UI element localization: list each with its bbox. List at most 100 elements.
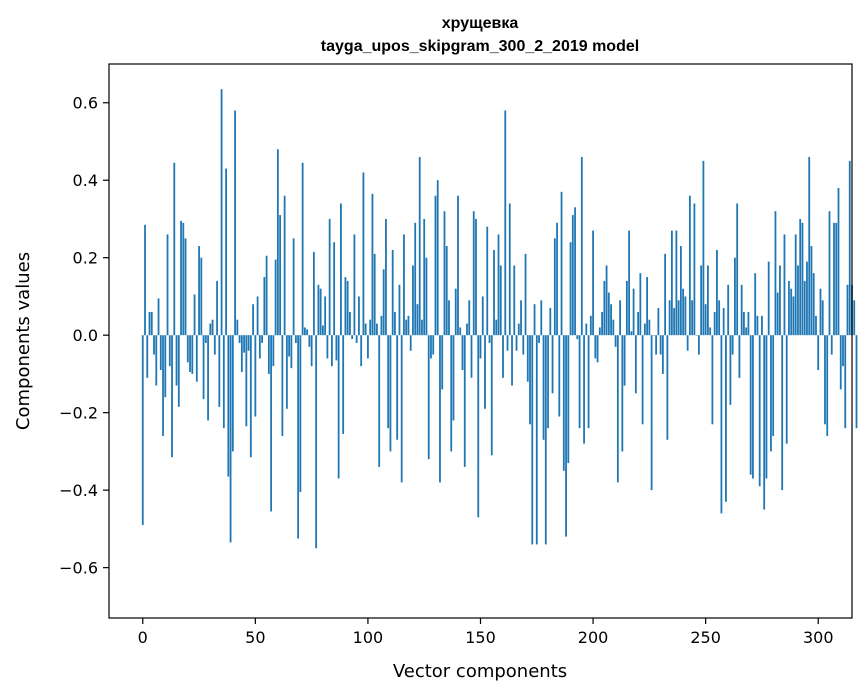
bar bbox=[628, 230, 630, 336]
bar bbox=[806, 261, 808, 336]
y-tick-label: 0.4 bbox=[73, 171, 98, 190]
bar bbox=[643, 323, 646, 336]
bar bbox=[736, 203, 739, 336]
bar bbox=[580, 156, 583, 336]
bar bbox=[367, 335, 369, 359]
bar bbox=[603, 280, 606, 336]
bar bbox=[788, 280, 790, 336]
bar bbox=[571, 215, 574, 336]
bar bbox=[335, 335, 338, 361]
bar bbox=[234, 110, 236, 336]
bar bbox=[301, 162, 304, 336]
bar bbox=[159, 335, 162, 371]
bar bbox=[439, 335, 441, 483]
bar bbox=[596, 335, 599, 363]
bar bbox=[189, 335, 191, 372]
bar bbox=[713, 311, 716, 336]
bar bbox=[326, 335, 329, 359]
bar bbox=[776, 292, 779, 336]
bar bbox=[612, 319, 615, 336]
bar bbox=[781, 335, 784, 491]
bar bbox=[513, 265, 516, 336]
bar bbox=[709, 327, 712, 336]
bar bbox=[141, 335, 144, 526]
bar bbox=[321, 325, 324, 336]
bar bbox=[702, 160, 705, 336]
x-tick-label: 150 bbox=[465, 628, 496, 647]
bar bbox=[263, 277, 266, 336]
bar bbox=[207, 335, 209, 421]
bar bbox=[632, 288, 635, 336]
y-tick-label: −0.4 bbox=[59, 481, 98, 500]
bar bbox=[452, 335, 455, 421]
bar bbox=[180, 220, 182, 336]
bar bbox=[598, 327, 601, 336]
bar bbox=[166, 234, 169, 336]
bar bbox=[256, 296, 259, 336]
bar bbox=[801, 222, 804, 336]
bar bbox=[472, 211, 475, 336]
bar bbox=[637, 311, 640, 336]
bar bbox=[423, 218, 426, 336]
bar bbox=[607, 292, 610, 336]
bar bbox=[200, 257, 203, 336]
bar bbox=[506, 335, 509, 351]
bar bbox=[470, 335, 473, 378]
bar bbox=[466, 323, 468, 336]
bar bbox=[443, 211, 446, 336]
bar bbox=[812, 273, 815, 336]
bar bbox=[387, 335, 390, 429]
bar bbox=[312, 251, 315, 336]
bar bbox=[824, 335, 826, 425]
bar bbox=[385, 218, 387, 336]
bar bbox=[202, 335, 205, 400]
bar bbox=[830, 335, 833, 355]
bar bbox=[792, 296, 795, 336]
bar bbox=[819, 288, 822, 336]
bar bbox=[229, 335, 232, 543]
bar bbox=[236, 319, 239, 336]
bar bbox=[454, 288, 457, 336]
bar bbox=[652, 335, 655, 336]
bar bbox=[162, 335, 164, 436]
bar bbox=[540, 300, 543, 336]
bar bbox=[448, 300, 450, 336]
bar bbox=[238, 335, 241, 343]
bar bbox=[686, 335, 689, 351]
bar bbox=[144, 224, 146, 336]
bar bbox=[331, 335, 333, 367]
bar bbox=[495, 319, 498, 336]
bar bbox=[565, 335, 567, 537]
bar bbox=[601, 311, 603, 336]
bar bbox=[844, 335, 847, 429]
bar bbox=[499, 265, 502, 336]
bar bbox=[790, 288, 793, 336]
y-tick-label: 0.2 bbox=[73, 249, 98, 268]
bar bbox=[414, 222, 417, 336]
bar bbox=[718, 300, 721, 336]
bar bbox=[551, 335, 554, 394]
bar bbox=[592, 230, 594, 336]
bar bbox=[716, 249, 718, 336]
bar bbox=[504, 110, 507, 336]
bar bbox=[421, 319, 423, 336]
bar bbox=[231, 335, 234, 452]
bar bbox=[842, 335, 844, 367]
bar bbox=[535, 335, 538, 545]
bar bbox=[265, 255, 268, 336]
bar bbox=[544, 335, 547, 545]
bar bbox=[247, 335, 250, 351]
bar bbox=[803, 280, 806, 336]
bar bbox=[526, 335, 529, 382]
bar bbox=[493, 249, 495, 336]
bar bbox=[770, 335, 772, 452]
bar bbox=[303, 327, 306, 336]
bar bbox=[740, 284, 743, 336]
bar bbox=[425, 257, 428, 336]
bar bbox=[441, 335, 444, 390]
bar bbox=[828, 211, 831, 336]
bar bbox=[670, 230, 673, 336]
bar bbox=[659, 335, 662, 355]
bar bbox=[432, 335, 435, 355]
bar bbox=[772, 335, 775, 436]
